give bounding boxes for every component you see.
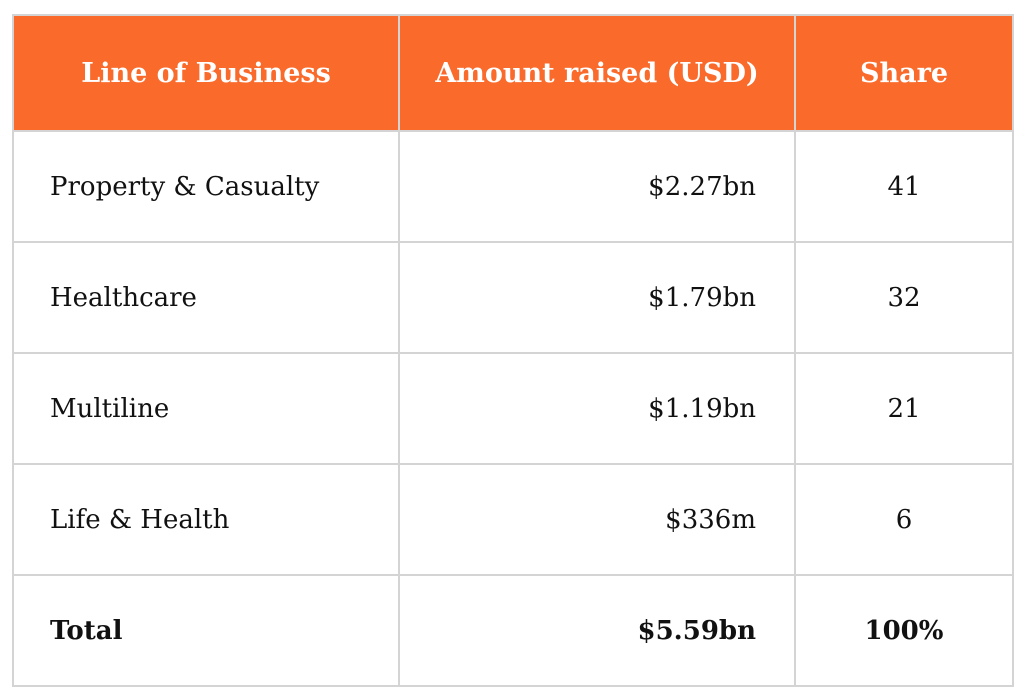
share-cell: 6 (794, 463, 1014, 576)
amount-cell: $336m (398, 463, 796, 576)
table-row: Healthcare $1.79bn 32 (12, 241, 1014, 354)
header-row: Line of Business Amount raised (USD) Sha… (12, 14, 1014, 132)
header-share: Share (794, 14, 1014, 132)
table-header: Line of Business Amount raised (USD) Sha… (12, 14, 1014, 132)
table-row: Life & Health $336m 6 (12, 463, 1014, 576)
table-row: Property & Casualty $2.27bn 41 (12, 130, 1014, 243)
amount-cell: $1.19bn (398, 352, 796, 465)
share-cell: 21 (794, 352, 1014, 465)
amount-cell: $1.79bn (398, 241, 796, 354)
business-cell: Multiline (12, 352, 400, 465)
table-row: Multiline $1.19bn 21 (12, 352, 1014, 465)
business-cell: Property & Casualty (12, 130, 400, 243)
line-of-business-table: Line of Business Amount raised (USD) Sha… (12, 14, 1014, 687)
table-body: Property & Casualty $2.27bn 41 Healthcar… (12, 130, 1014, 687)
business-cell: Life & Health (12, 463, 400, 576)
share-cell: 41 (794, 130, 1014, 243)
total-share: 100% (794, 574, 1014, 687)
business-cell: Healthcare (12, 241, 400, 354)
total-label: Total (12, 574, 400, 687)
amount-cell: $2.27bn (398, 130, 796, 243)
header-amount-raised: Amount raised (USD) (398, 14, 796, 132)
header-line-of-business: Line of Business (12, 14, 400, 132)
total-row: Total $5.59bn 100% (12, 574, 1014, 687)
share-cell: 32 (794, 241, 1014, 354)
total-amount: $5.59bn (398, 574, 796, 687)
